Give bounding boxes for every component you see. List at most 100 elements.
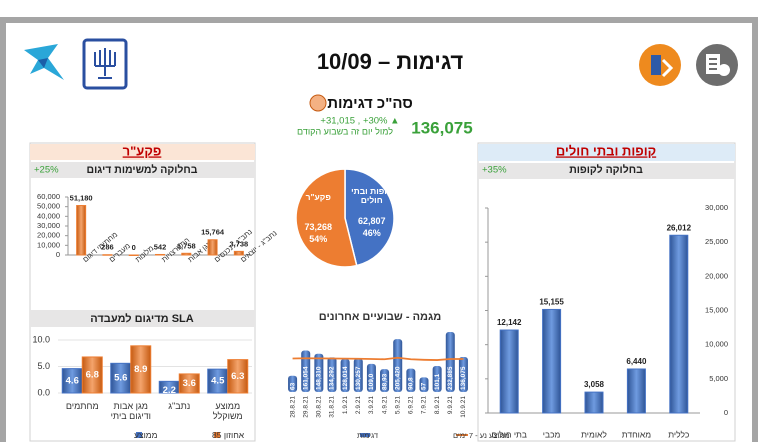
y-tick-label: 40,000 [37,211,60,220]
data-label: 2.2 [163,385,176,396]
data-label: 161,054 [302,366,309,390]
bar [327,357,337,392]
total-value: 136,075 [411,118,472,137]
data-label: 1,758 [177,241,196,250]
panel-title: SLA מדיגום למעבדה [90,312,193,325]
data-label: 90,8 [408,377,415,390]
data-label: 6.8 [86,369,99,380]
data-label: 232,885 [447,366,454,390]
data-label: 5.6 [114,373,127,384]
change-note: למול יום זה בשבוע הקודם [297,126,393,136]
y-tick-label: 0.0 [37,387,50,397]
data-label: 51,180 [70,194,93,203]
data-label: 0 [132,243,136,252]
bar [301,350,311,392]
bar [81,356,103,394]
data-label: 136,075 [460,366,467,390]
x-tick-label: בתי חולים [491,429,527,439]
right-header-band [478,144,735,161]
bar [445,332,455,392]
logo-star [24,44,64,80]
bar [314,353,324,392]
y-tick-label: 5.0 [37,361,50,371]
bar [419,377,429,392]
x-tick-label: 31.8.21 [329,396,336,418]
data-label: 63 [289,382,296,390]
left-panel [29,142,256,442]
bar [102,254,113,256]
y-tick-label: 10,000 [37,240,60,249]
x-tick-label: 1.9.21 [342,396,349,414]
legend-label: ממוצע נע - 7 ימים [453,431,510,440]
data-label: 6,440 [626,357,647,366]
x-tick-label: מכבי [543,429,561,439]
bar [626,368,646,414]
data-label: 12,142 [497,318,522,327]
right-subtitle-band [478,163,735,179]
y-tick-label: 50,000 [37,202,60,211]
data-label: 26,012 [667,223,692,232]
x-tick-label: 4.9.21 [381,396,388,414]
x-tick-label: 9.9.21 [447,396,454,414]
bar [366,363,376,392]
data-label: 4.5 [211,376,225,387]
data-label: 88,93 [381,373,388,390]
y-tick-label: 15,000 [705,305,728,314]
bar [288,375,298,392]
bar [353,358,363,392]
left-header-band [30,144,255,160]
line [292,356,464,361]
y-tick-label: 5,000 [709,374,728,383]
left-frame [0,17,6,442]
bar [542,308,562,414]
panel-title: פקע"ר [123,143,162,158]
bar [76,205,87,256]
x-tick-label: 6.9.21 [408,396,415,414]
x-tick-label: 2.9.21 [355,396,362,414]
sla-header-band [30,310,255,327]
legend-label: דגימות [357,431,378,440]
bar [207,239,218,256]
panel-title: מגמה - שבועיים אחרונים [319,311,442,323]
legend-swatch [214,432,220,438]
logo-emblem [82,38,128,90]
data-label: 109,0 [368,373,375,390]
y-tick-label: 10,000 [705,340,728,349]
x-tick-label: כללית [668,429,689,439]
data-label: 4.6 [66,375,79,386]
bar [380,369,390,392]
data-label: 101,1 [434,373,441,390]
data-label: 3.6 [183,378,196,389]
bar [458,356,468,392]
growth: +35% [482,165,507,176]
panel-subtitle: בחלוקה לקופות [569,164,643,176]
bar [669,234,689,414]
data-label: 542 [154,242,167,251]
data-label: 3,058 [584,380,605,389]
data-label: 15,155 [539,298,564,307]
legend-label: אחוזון 85 [212,430,245,440]
bar [406,368,416,392]
x-tick-label: 30.8.21 [316,396,323,418]
bar [340,359,350,392]
data-label: 57 [421,382,428,390]
x-tick-label: לאומית [581,429,607,439]
bar [128,254,139,256]
logo-orange [639,44,681,86]
bar [181,252,192,256]
y-tick-label: 25,000 [705,237,728,246]
data-label: 6.3 [231,371,244,382]
bar [233,250,244,256]
bar [227,359,249,394]
x-tick-label: 29.8.21 [302,396,309,418]
bar [584,391,604,414]
total-icon [309,94,327,112]
x-tick-label: מאוחדת [622,429,651,439]
bar [393,339,403,392]
y-tick-label: 20,000 [705,271,728,280]
y-tick-label: 0 [724,408,728,417]
right-frame [752,17,758,442]
x-tick-label: 7.9.21 [421,396,428,414]
